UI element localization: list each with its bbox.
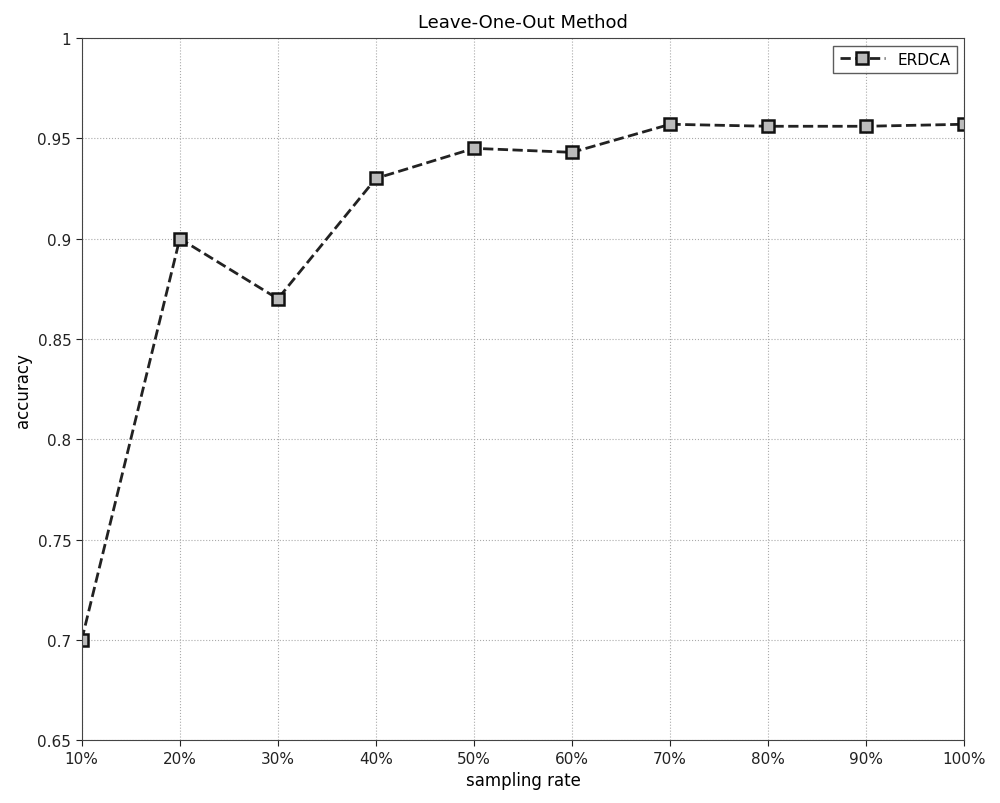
ERDCA bbox=[860, 122, 872, 132]
ERDCA bbox=[664, 120, 676, 130]
ERDCA bbox=[76, 635, 88, 645]
ERDCA bbox=[468, 145, 480, 154]
X-axis label: sampling rate: sampling rate bbox=[466, 771, 580, 789]
ERDCA bbox=[762, 122, 774, 132]
ERDCA bbox=[958, 120, 970, 130]
Title: Leave-One-Out Method: Leave-One-Out Method bbox=[418, 14, 628, 32]
Line: ERDCA: ERDCA bbox=[75, 119, 971, 646]
Y-axis label: accuracy: accuracy bbox=[14, 353, 32, 427]
Legend: ERDCA: ERDCA bbox=[833, 47, 957, 74]
ERDCA bbox=[272, 295, 284, 304]
ERDCA bbox=[370, 174, 382, 184]
ERDCA bbox=[174, 234, 186, 244]
ERDCA bbox=[566, 149, 578, 158]
